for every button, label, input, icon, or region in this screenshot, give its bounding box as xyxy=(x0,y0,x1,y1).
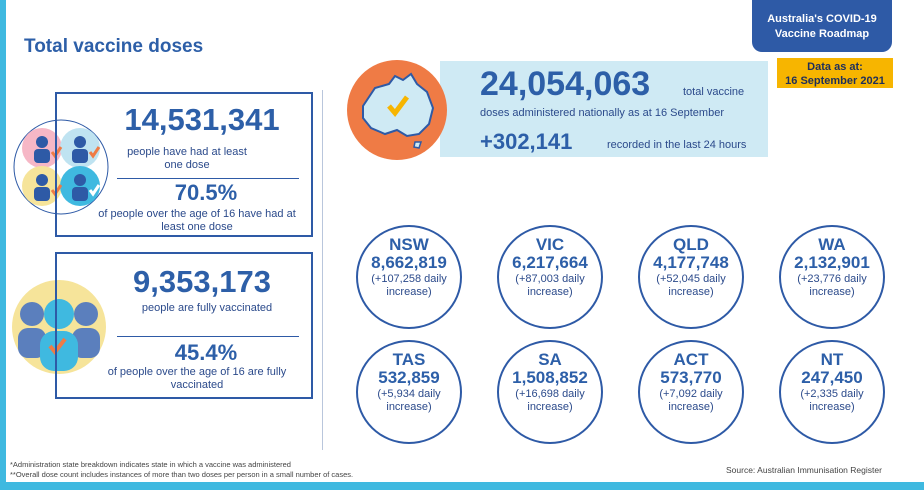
national-total-count: 24,054,063 xyxy=(480,65,651,103)
first-dose-percent-label: of people over the age of 16 have had at… xyxy=(98,208,296,233)
footnote-2: **Overall dose count includes instances … xyxy=(10,470,354,479)
source-note: Source: Australian Immunisation Register xyxy=(726,465,882,475)
state-name: SA xyxy=(538,350,562,369)
state-increase: (+16,698 daily increase) xyxy=(515,388,585,413)
roadmap-line-2: Vaccine Roadmap xyxy=(774,28,870,40)
as-at-badge: Data as at: 16 September 2021 xyxy=(777,58,893,88)
bottom-accent-bar xyxy=(0,482,924,490)
state-total: 247,450 xyxy=(801,368,863,387)
state-name: NT xyxy=(820,350,844,369)
fully-count: 9,353,173 xyxy=(133,264,271,299)
first-dose-label: people have had at least one dose xyxy=(127,146,247,171)
state-circle-nt: NT 247,450 (+2,335 daily increase) xyxy=(779,340,885,444)
first-dose-panel: 14,531,341 people have had at least one … xyxy=(55,92,313,237)
state-name: VIC xyxy=(535,235,565,254)
as-at-line-1: Data as at: xyxy=(807,61,863,73)
state-total: 573,770 xyxy=(660,368,722,387)
australia-map-icon xyxy=(345,58,449,162)
state-circle-qld: QLD 4,177,748 (+52,045 daily increase) xyxy=(638,225,744,329)
state-name: WA xyxy=(818,235,846,254)
first-dose-divider xyxy=(117,178,299,179)
state-total: 2,132,901 xyxy=(794,253,870,272)
footnote-1: *Administration state breakdown indicate… xyxy=(10,460,291,469)
people-group-icon xyxy=(12,118,110,216)
state-increase: (+87,003 daily increase) xyxy=(515,273,585,298)
section-divider xyxy=(322,90,323,450)
fully-percent-label: of people over the age of 16 are fully v… xyxy=(107,366,287,391)
fully-vaccinated-panel: 9,353,173 people are fully vaccinated 45… xyxy=(55,252,313,399)
state-total: 8,662,819 xyxy=(371,253,447,272)
page-title: Total vaccine doses xyxy=(24,36,204,57)
state-increase: (+7,092 daily increase) xyxy=(659,388,723,413)
national-total-box: 24,054,063 total vaccine doses administe… xyxy=(440,61,768,157)
state-name: QLD xyxy=(673,235,709,254)
state-increase: (+23,776 daily increase) xyxy=(797,273,867,298)
roadmap-line-1: Australia's COVID-19 xyxy=(767,13,877,25)
as-at-line-2: 16 September 2021 xyxy=(785,75,885,87)
state-circle-tas: TAS 532,859 (+5,934 daily increase) xyxy=(356,340,462,444)
state-name: ACT xyxy=(673,350,709,369)
national-daily-count: +302,141 xyxy=(480,129,573,154)
state-circle-nsw: NSW 8,662,819 (+107,258 daily increase) xyxy=(356,225,462,329)
state-increase: (+5,934 daily increase) xyxy=(377,388,441,413)
state-increase: (+107,258 daily increase) xyxy=(371,273,447,298)
national-daily-label: recorded in the last 24 hours xyxy=(607,139,747,151)
first-dose-count: 14,531,341 xyxy=(124,102,280,137)
state-name: NSW xyxy=(389,235,429,254)
state-increase: (+2,335 daily increase) xyxy=(800,388,864,413)
person-silhouette-icon xyxy=(10,278,108,376)
fully-divider xyxy=(117,336,299,337)
national-total-label-b: doses administered nationally as at 16 S… xyxy=(480,107,724,119)
roadmap-badge[interactable]: Australia's COVID-19 Vaccine Roadmap xyxy=(752,0,892,52)
state-increase: (+52,045 daily increase) xyxy=(656,273,726,298)
state-name: TAS xyxy=(392,350,426,369)
fully-label: people are fully vaccinated xyxy=(141,302,273,314)
state-total: 1,508,852 xyxy=(512,368,588,387)
state-circle-sa: SA 1,508,852 (+16,698 daily increase) xyxy=(497,340,603,444)
fully-percent: 45.4% xyxy=(174,340,238,365)
state-total: 532,859 xyxy=(378,368,440,387)
state-circle-vic: VIC 6,217,664 (+87,003 daily increase) xyxy=(497,225,603,329)
state-total: 6,217,664 xyxy=(512,253,588,272)
state-circle-act: ACT 573,770 (+7,092 daily increase) xyxy=(638,340,744,444)
first-dose-percent: 70.5% xyxy=(174,180,238,205)
left-accent-strip xyxy=(0,0,6,490)
state-circle-wa: WA 2,132,901 (+23,776 daily increase) xyxy=(779,225,885,329)
state-total: 4,177,748 xyxy=(653,253,729,272)
national-total-label-a: total vaccine xyxy=(683,86,745,98)
